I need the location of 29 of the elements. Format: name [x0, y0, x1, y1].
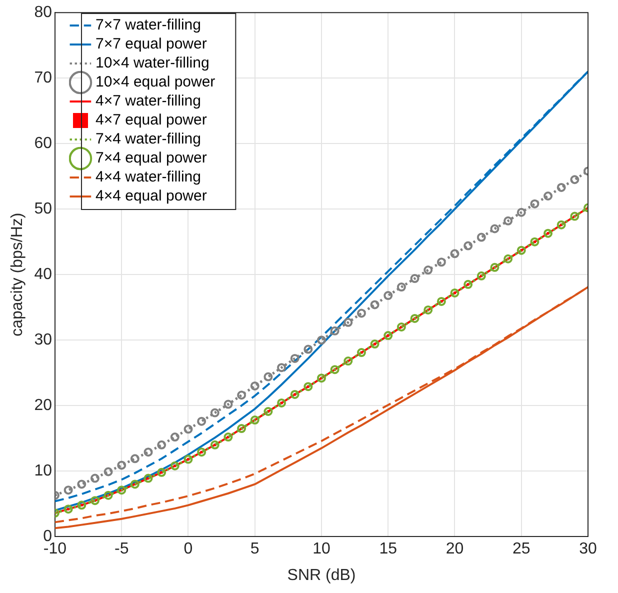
legend-label: 4×4 equal power: [95, 188, 207, 205]
legend-label: 4×7 equal power: [95, 112, 207, 129]
x-tick-label: 25: [512, 540, 530, 558]
y-tick-label: 50: [34, 200, 52, 218]
x-tick-label: 15: [379, 540, 398, 558]
legend-label: 7×7 equal power: [95, 36, 207, 53]
legend-label: 7×4 water-filling: [95, 130, 201, 148]
y-tick-label: 40: [34, 266, 52, 284]
legend-label: 4×4 water-filling: [95, 168, 201, 186]
y-tick-label: 20: [34, 397, 52, 414]
legend-label: 4×7 water-filling: [95, 92, 201, 110]
y-axis-title: capacity (bps/Hz): [9, 212, 26, 336]
x-tick-label: 0: [184, 540, 193, 558]
x-axis-title: SNR (dB): [287, 566, 356, 584]
x-tick-label: -5: [114, 540, 129, 558]
x-tick-label: -10: [43, 540, 67, 558]
x-tick-label: 20: [446, 540, 464, 558]
legend-label: 7×7 water-filling: [95, 16, 201, 34]
legend-label: 10×4 equal power: [95, 74, 216, 91]
y-tick-label: 30: [34, 332, 52, 349]
y-tick-label: 60: [34, 135, 52, 152]
x-tick-label: 30: [579, 540, 597, 558]
y-tick-label: 10: [34, 462, 52, 480]
legend-label: 10×4 water-filling: [95, 54, 210, 72]
y-tick-label: 80: [34, 4, 52, 22]
legend-label: 7×4 equal power: [95, 150, 207, 167]
x-tick-label: 10: [312, 540, 330, 558]
x-tick-label: 5: [250, 540, 260, 558]
y-tick-label: 70: [34, 70, 52, 87]
